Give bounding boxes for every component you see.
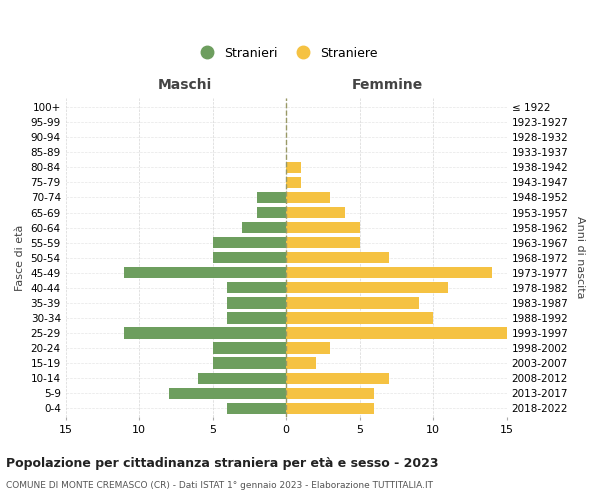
Bar (198, 372, 286, 384)
Y-axis label: Fasce di età: Fasce di età (15, 224, 25, 291)
Bar (227, 312, 286, 324)
Text: Femmine: Femmine (352, 78, 423, 92)
Bar (286, 282, 448, 294)
Bar (286, 252, 389, 264)
Bar (286, 207, 345, 218)
Bar (286, 222, 360, 233)
Legend: Stranieri, Straniere: Stranieri, Straniere (194, 47, 378, 60)
Bar (212, 237, 286, 248)
Bar (212, 342, 286, 353)
Text: Popolazione per cittadinanza straniera per età e sesso - 2023: Popolazione per cittadinanza straniera p… (6, 458, 439, 470)
Bar (286, 267, 492, 278)
Bar (227, 402, 286, 414)
Bar (286, 162, 301, 173)
Bar (124, 328, 286, 338)
Text: Maschi: Maschi (158, 78, 212, 92)
Bar (257, 192, 286, 203)
Bar (257, 207, 286, 218)
Bar (286, 312, 433, 324)
Bar (212, 358, 286, 369)
Bar (242, 222, 286, 233)
Bar (286, 342, 331, 353)
Bar (286, 176, 301, 188)
Bar (227, 282, 286, 294)
Bar (286, 388, 374, 399)
Bar (212, 252, 286, 264)
Bar (169, 388, 286, 399)
Bar (286, 402, 374, 414)
Bar (227, 297, 286, 308)
Bar (286, 358, 316, 369)
Bar (286, 297, 419, 308)
Bar (286, 372, 389, 384)
Bar (286, 192, 331, 203)
Text: COMUNE DI MONTE CREMASCO (CR) - Dati ISTAT 1° gennaio 2023 - Elaborazione TUTTIT: COMUNE DI MONTE CREMASCO (CR) - Dati IST… (6, 481, 433, 490)
Y-axis label: Anni di nascita: Anni di nascita (575, 216, 585, 299)
Bar (286, 237, 360, 248)
Bar (124, 267, 286, 278)
Bar (286, 328, 507, 338)
